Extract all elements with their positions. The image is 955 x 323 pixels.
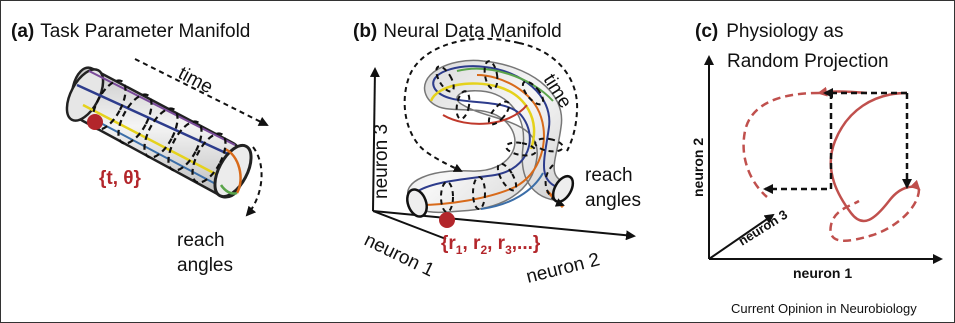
random-projection-dashed-left: [742, 91, 820, 198]
panel-a-point-label: {t, θ}: [99, 168, 142, 189]
credit-text: Current Opinion in Neurobiology: [731, 301, 917, 316]
panel-b-axis-y-label: neuron 3: [371, 124, 392, 199]
panel-c-title-1: (c) Physiology as: [695, 21, 843, 42]
projection-arrow-mid: [763, 93, 833, 194]
panel-c-axes: [704, 55, 943, 264]
panel-a-title: (a) Task Parameter Manifold: [11, 21, 250, 42]
panel-c-title-2: Random Projection: [727, 51, 889, 72]
panel-c-axis-x-label: neuron 1: [793, 265, 852, 281]
panel-b-time-arrow: [403, 37, 520, 172]
panel-b-axis-x-label: neuron 2: [524, 249, 602, 288]
neural-point-marker: [439, 212, 455, 228]
task-cylinder: [65, 66, 253, 199]
panel-c-axis-z-label: neuron 3: [736, 207, 791, 249]
panel-b-reach-label-1: reach: [585, 165, 633, 186]
neural-tube: [406, 59, 575, 228]
panel-b-point-label: {r1, r2, r3,...}: [441, 233, 541, 257]
panel-b-reach-label-2: angles: [585, 190, 641, 211]
reach-angle-arrow-a: [245, 146, 263, 217]
reach-angle-arrow-b: [544, 164, 565, 207]
panel-b-time-arrow-tail: [518, 42, 579, 152]
time-arrow: [134, 58, 269, 126]
panel-a: (a) Task Parameter Manifold: [11, 21, 269, 276]
panel-a-reach-label-2: angles: [177, 255, 233, 276]
panel-c-axis-y-label: neuron 2: [690, 138, 706, 197]
random-projection-dashed-right: [829, 188, 921, 242]
panel-b: (b) Neural Data Manifold neuron 3 neuron …: [353, 21, 641, 288]
panel-a-time-label: time: [175, 63, 217, 98]
panel-c: (c) Physiology as Random Projection neuro…: [690, 21, 943, 316]
task-point-marker: [87, 114, 103, 130]
panel-b-axis-z-label: neuron 1: [361, 230, 438, 282]
panel-b-title: (b) Neural Data Manifold: [353, 21, 562, 42]
panel-a-reach-label-1: reach: [177, 230, 225, 251]
